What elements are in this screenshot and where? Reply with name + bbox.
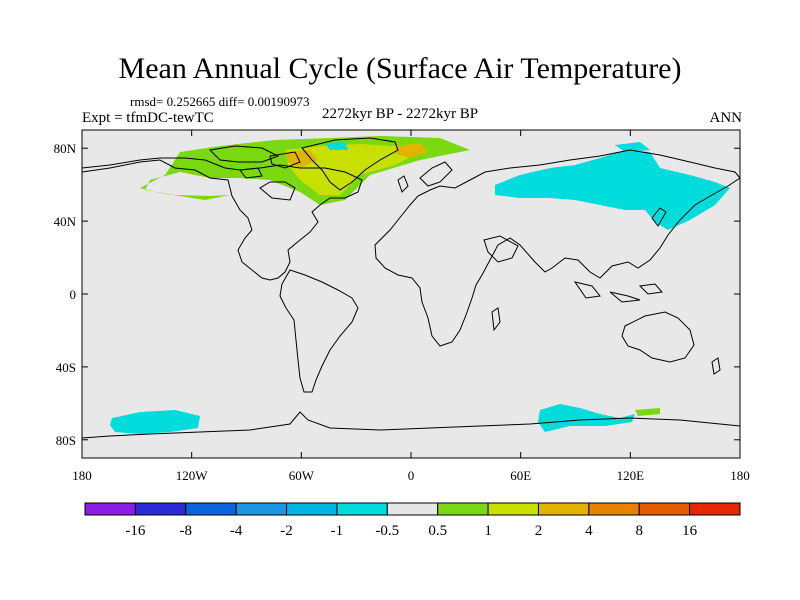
colorbar-swatch <box>588 502 640 516</box>
colorbar-swatch <box>185 502 237 516</box>
colorbar-swatch <box>437 502 489 516</box>
coast-indonesia <box>573 281 663 303</box>
colorbar-swatch <box>638 502 691 516</box>
colorbar-label: -16 <box>125 523 145 539</box>
x-tick-label: 120W <box>176 468 209 483</box>
coast-scandinavia <box>419 161 453 187</box>
x-tick-label: 120E <box>617 468 645 483</box>
coast-new-zealand <box>711 357 721 375</box>
coast-uk <box>397 175 409 193</box>
colorbar-swatch <box>235 502 288 516</box>
colorbar-swatch <box>386 502 439 516</box>
coast-arabia <box>483 235 519 263</box>
colorbar-swatch <box>689 502 741 516</box>
colorbar-label: 4 <box>585 523 593 539</box>
y-tick-label: 40S <box>56 360 76 375</box>
coast-antarctica <box>81 411 741 439</box>
x-tick-label: 60W <box>289 468 315 483</box>
anomaly-orange-northeast <box>395 143 428 158</box>
x-axis-ticks: 180 120W 60W 0 60E 120E 180 <box>72 130 750 483</box>
y-tick-label: 40N <box>54 214 77 229</box>
y-axis-ticks: 80N 40N 0 40S 80S <box>54 141 740 448</box>
coast-australia <box>621 311 695 363</box>
coast-hudson-bay <box>259 181 296 201</box>
coast-japan <box>651 207 667 227</box>
experiment-label: Expt = tfmDC-tewTC <box>82 110 214 126</box>
anomaly-cyan-kamchatka <box>615 142 650 152</box>
coastlines <box>81 137 741 439</box>
y-tick-label: 80N <box>54 141 77 156</box>
colorbar-swatch <box>84 502 136 516</box>
anomaly-cyan-ross <box>110 410 200 434</box>
y-tick-label: 0 <box>70 287 77 302</box>
anomaly-cyan-iceland <box>325 142 348 150</box>
x-tick-label: 0 <box>408 468 415 483</box>
colorbar-label: -4 <box>230 523 243 539</box>
colorbar-label: -2 <box>280 523 293 539</box>
anomaly-cyan-siberia <box>495 150 730 230</box>
colorbar-label: -8 <box>180 523 193 539</box>
coast-south-america <box>279 269 359 393</box>
colorbar-swatch <box>134 502 187 516</box>
coast-madagascar <box>491 307 501 332</box>
colorbar-swatch <box>537 502 590 516</box>
colorbar-label: -1 <box>331 523 344 539</box>
season-label: ANN <box>709 110 743 126</box>
colorbar-swatch <box>336 502 388 516</box>
chart-title: Mean Annual Cycle (Surface Air Temperatu… <box>118 52 682 85</box>
x-tick-label: 60E <box>510 468 531 483</box>
colorbar: -16 -8 -4 -2 -1 -0.5 0.5 1 2 4 8 16 <box>84 502 741 539</box>
period-label: 2272kyr BP - 2272kyr BP <box>321 106 479 122</box>
anomaly-orange-greenland <box>285 150 318 168</box>
coast-arctic-islands <box>208 145 301 179</box>
anomaly-layer <box>110 136 730 434</box>
x-tick-label: 180 <box>730 468 750 483</box>
colorbar-label: 16 <box>682 523 698 539</box>
colorbar-label: 0.5 <box>428 523 447 539</box>
colorbar-label: 8 <box>635 523 643 539</box>
stats-label: rmsd= 0.252665 diff= 0.00190973 <box>130 94 310 109</box>
colorbar-label: -0.5 <box>375 523 399 539</box>
colorbar-label: 1 <box>484 523 492 539</box>
anomaly-green-antarctica <box>635 408 660 416</box>
y-tick-label: 80S <box>56 433 76 448</box>
anomaly-cyan-indian <box>538 404 635 432</box>
coast-africa-eurasia <box>374 149 741 347</box>
colorbar-swatch <box>286 502 338 516</box>
colorbar-swatch <box>487 502 539 516</box>
x-tick-label: 180 <box>72 468 92 483</box>
colorbar-label: 2 <box>535 523 543 539</box>
coast-greenland <box>301 137 399 191</box>
